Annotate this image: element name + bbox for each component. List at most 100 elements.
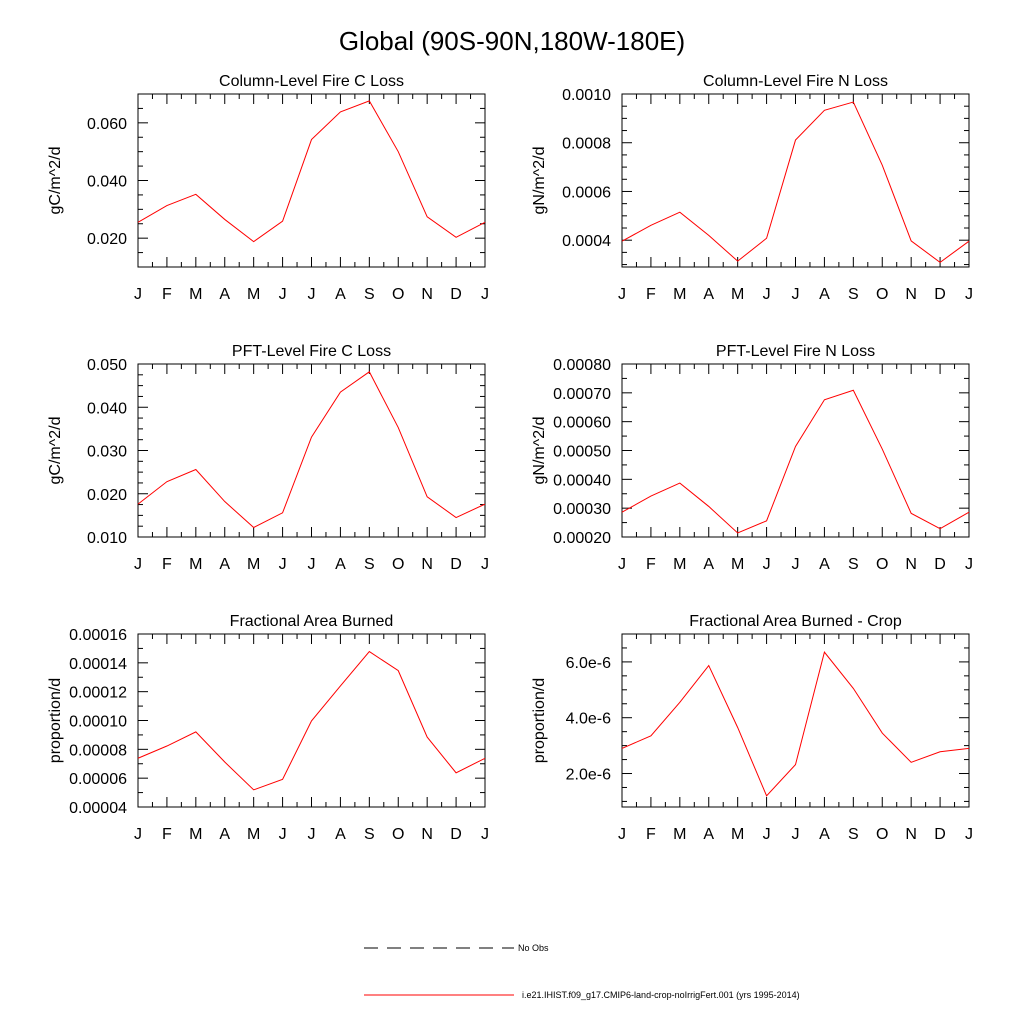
y-tick-label: 0.00030	[553, 501, 611, 518]
legend-label-no-obs: No Obs	[518, 943, 549, 953]
x-tick-label: J	[481, 826, 489, 843]
y-tick-label: 0.00006	[69, 771, 127, 788]
y-tick-label: 0.00040	[553, 472, 611, 489]
chart-title: Fractional Area Burned	[230, 613, 394, 630]
x-tick-label: J	[481, 556, 489, 573]
x-tick-label: F	[646, 826, 656, 843]
x-tick-label: A	[219, 286, 230, 303]
legend: No Obs i.e21.IHIST.f09_g17.CMIP6-land-cr…	[364, 943, 800, 1000]
y-tick-label: 0.00070	[553, 386, 611, 403]
x-tick-label: N	[905, 556, 917, 573]
y-axis-label: gN/m^2/d	[531, 147, 548, 215]
x-tick-label: A	[335, 826, 346, 843]
chart-title: Fractional Area Burned - Crop	[689, 613, 902, 630]
x-tick-label: F	[162, 556, 172, 573]
x-tick-label: D	[450, 286, 462, 303]
x-tick-label: M	[731, 286, 744, 303]
plot-frame	[621, 93, 970, 268]
x-tick-label: J	[763, 556, 771, 573]
x-tick-label: A	[219, 826, 230, 843]
y-tick-label: 0.00050	[553, 444, 611, 461]
plot-frame	[621, 363, 970, 538]
x-tick-label: M	[673, 826, 686, 843]
series-line-1	[137, 371, 486, 529]
y-tick-label: 0.00014	[69, 656, 127, 673]
y-axis-label: proportion/d	[531, 678, 548, 763]
y-tick-label: 0.020	[87, 487, 127, 504]
y-tick-label: 0.0010	[562, 87, 611, 104]
series-line-1	[137, 100, 486, 243]
y-axis-label: proportion/d	[47, 678, 64, 763]
x-tick-label: J	[308, 826, 316, 843]
chart-title: PFT-Level Fire C Loss	[232, 343, 391, 360]
x-tick-label: N	[905, 826, 917, 843]
x-tick-label: J	[965, 556, 973, 573]
series-line-1	[137, 650, 486, 791]
x-tick-label: D	[934, 286, 946, 303]
x-tick-label: J	[134, 286, 142, 303]
chart-panel-6: Fractional Area Burned - Crop proportion/…	[531, 613, 973, 843]
x-tick-label: J	[134, 556, 142, 573]
x-tick-label: J	[618, 286, 626, 303]
x-tick-label: D	[450, 826, 462, 843]
y-tick-label: 0.00008	[69, 742, 127, 759]
y-tick-label: 0.020	[87, 231, 127, 248]
x-tick-label: M	[673, 556, 686, 573]
legend-label-model: i.e21.IHIST.f09_g17.CMIP6-land-crop-noIr…	[522, 990, 800, 1000]
x-tick-label: J	[965, 286, 973, 303]
x-tick-label: A	[335, 286, 346, 303]
series-line-1	[621, 101, 970, 263]
x-tick-label: J	[618, 556, 626, 573]
y-tick-label: 0.010	[87, 530, 127, 547]
x-tick-label: S	[364, 826, 375, 843]
y-tick-label: 0.00004	[69, 800, 127, 817]
x-tick-label: N	[421, 286, 433, 303]
y-tick-label: 0.0004	[562, 233, 611, 250]
y-tick-label: 0.00020	[553, 530, 611, 547]
x-tick-label: S	[848, 826, 859, 843]
y-tick-label: 4.0e-6	[566, 711, 611, 728]
y-tick-label: 0.00080	[553, 357, 611, 374]
x-tick-label: A	[703, 556, 714, 573]
x-tick-label: S	[364, 556, 375, 573]
x-tick-label: M	[189, 826, 202, 843]
x-tick-label: M	[189, 556, 202, 573]
x-tick-label: O	[876, 286, 888, 303]
x-tick-label: M	[673, 286, 686, 303]
x-tick-label: N	[905, 286, 917, 303]
x-tick-label: S	[364, 286, 375, 303]
chart-title: Column-Level Fire N Loss	[703, 73, 888, 90]
y-tick-label: 0.0008	[562, 136, 611, 153]
x-tick-label: F	[646, 286, 656, 303]
y-tick-label: 0.040	[87, 174, 127, 191]
plot-frame	[137, 363, 486, 538]
series-line-1	[621, 651, 970, 797]
plot-frame	[621, 633, 970, 808]
x-tick-label: M	[731, 826, 744, 843]
plot-frame	[137, 93, 486, 268]
y-tick-label: 0.040	[87, 400, 127, 417]
x-tick-label: A	[703, 286, 714, 303]
x-tick-label: O	[876, 826, 888, 843]
x-tick-label: J	[279, 556, 287, 573]
x-tick-label: F	[646, 556, 656, 573]
x-tick-label: J	[279, 826, 287, 843]
x-tick-label: J	[792, 826, 800, 843]
x-tick-label: M	[731, 556, 744, 573]
y-tick-label: 6.0e-6	[566, 655, 611, 672]
x-tick-label: F	[162, 826, 172, 843]
page-title: Global (90S-90N,180W-180E)	[339, 26, 685, 56]
x-tick-label: J	[618, 826, 626, 843]
x-tick-label: M	[247, 286, 260, 303]
x-tick-label: O	[392, 286, 404, 303]
x-tick-label: J	[308, 556, 316, 573]
x-tick-label: D	[450, 556, 462, 573]
y-tick-label: 0.00012	[69, 685, 127, 702]
x-tick-label: M	[247, 556, 260, 573]
x-tick-label: S	[848, 556, 859, 573]
x-tick-label: A	[335, 556, 346, 573]
x-tick-label: N	[421, 826, 433, 843]
